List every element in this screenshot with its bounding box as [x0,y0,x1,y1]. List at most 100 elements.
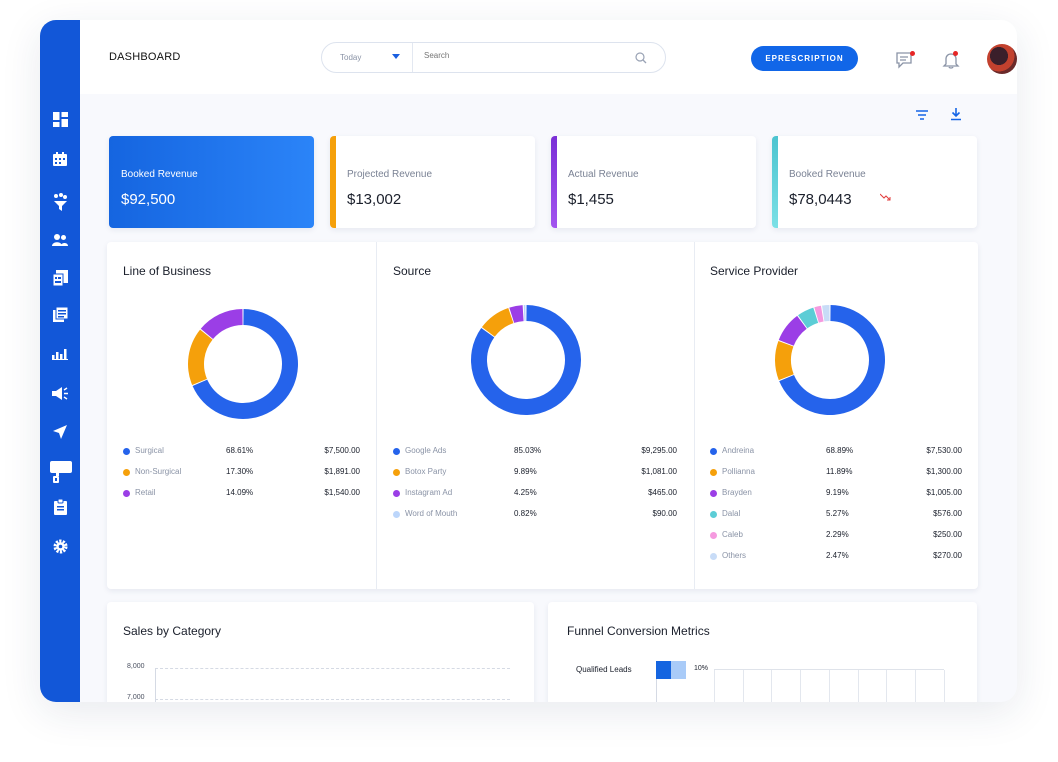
legend-dot [710,490,717,497]
chevron-down-icon[interactable] [392,54,400,59]
legend-dot [393,490,400,497]
legend-dot [710,448,717,455]
stat-card-actual-revenue[interactable]: Actual Revenue $1,455 [551,136,756,228]
legend-row: Non-Surgical 17.30% $1,891.00 [123,466,360,478]
legend-name: Instagram Ad [405,488,453,497]
donut-slice-dalal[interactable] [798,307,819,329]
legend-amount: $9,295.00 [641,446,677,455]
legend-amount: $1,300.00 [926,467,962,476]
legend-dot [123,469,130,476]
chat-icon[interactable] [50,461,72,483]
legend-percent: 2.29% [826,530,849,539]
records-icon[interactable] [51,305,69,323]
legend-row: Pollianna 11.89% $1,300.00 [710,466,962,478]
legend-percent: 5.27% [826,509,849,518]
filter-icon[interactable] [915,108,929,122]
legend-name: Word of Mouth [405,509,458,518]
line-of-business-donut-chart [188,309,298,419]
stat-value: $13,002 [347,191,402,208]
search-input[interactable] [424,51,624,60]
legend-percent: 17.30% [226,467,254,476]
navigation-icon[interactable] [51,423,69,441]
stat-card-projected-revenue[interactable]: Projected Revenue $13,002 [330,136,535,228]
sales-by-category-title: Sales by Category [123,624,222,638]
source-title: Source [393,264,432,278]
donut-slice-brayden[interactable] [778,315,807,346]
legend-dot [123,448,130,455]
legend-name: Brayden [722,488,752,497]
billing-icon[interactable] [51,269,69,287]
legend-name: Dalal [722,509,741,518]
announcement-icon[interactable] [51,384,69,402]
legend-amount: $250.00 [933,530,962,539]
eprescription-button[interactable]: EPRESCRIPTION [751,46,858,71]
legend-name: Surgical [135,446,164,455]
gridline [155,699,510,700]
legend-row: Retail 14.09% $1,540.00 [123,487,360,499]
funnel-bar[interactable] [656,661,686,679]
funnel-gridline [886,670,888,702]
sidebar [40,20,80,702]
service-provider-donut-chart [775,305,885,415]
legend-dot [710,553,717,560]
source-donut-chart [471,305,581,415]
legend-dot [710,511,717,518]
legend-name: Retail [135,488,156,497]
donut-slice-andreina[interactable] [779,305,885,415]
legend-dot [393,469,400,476]
funnel-gridline [857,670,859,702]
legend-name: Others [722,551,747,560]
legend-row: Word of Mouth 0.82% $90.00 [393,508,677,520]
bell-icon[interactable] [942,51,960,69]
donut-slice-others[interactable] [822,305,830,322]
donut-slice-caleb[interactable] [814,305,824,323]
funnel-icon[interactable] [51,193,69,211]
funnel-axis [656,679,657,702]
stat-card-booked-revenue-2[interactable]: Booked Revenue $78,0443 [772,136,977,228]
legend-percent: 85.03% [514,446,542,455]
donut-slice-botox-party[interactable] [481,307,514,337]
app-window: DASHBOARD Today EPRESCRIPTION Booked Re [40,20,1017,702]
legend-row: Google Ads 85.03% $9,295.00 [393,445,677,457]
legend-row: Andreina 68.89% $7,530.00 [710,445,962,457]
y-tick-label: 8,000 [127,663,145,670]
stat-card-booked-revenue[interactable]: Booked Revenue $92,500 [109,136,314,228]
calendar-icon[interactable] [51,150,69,168]
donut-slice-word-of-mouth[interactable] [523,305,526,322]
donut-slice-surgical[interactable] [192,309,298,419]
top-bar: DASHBOARD Today EPRESCRIPTION [80,20,1017,94]
donut-slice-non-surgical[interactable] [188,329,213,385]
search-icon[interactable] [635,52,647,64]
funnel-title: Funnel Conversion Metrics [567,624,710,638]
stat-accent-bar [551,136,557,228]
funnel-grid [714,669,945,702]
y-axis [155,668,156,702]
legend-name: Pollianna [722,467,755,476]
funnel-gridline [742,670,744,702]
legend-dot [123,490,130,497]
funnel-gridline [714,670,715,702]
period-select-value[interactable]: Today [340,53,362,62]
settings-icon[interactable] [51,537,69,555]
avatar[interactable] [987,44,1017,74]
legend-amount: $270.00 [933,551,962,560]
message-notification-dot [910,51,915,56]
legend-amount: $7,500.00 [324,446,360,455]
funnel-bar-secondary [671,661,686,679]
stat-accent-bar [772,136,778,228]
divider [412,43,413,72]
dashboard-icon[interactable] [51,110,69,128]
reports-icon[interactable] [51,345,69,363]
donut-slice-instagram-ad[interactable] [509,305,524,323]
legend-name: Non-Surgical [135,467,182,476]
legend-dot [710,532,717,539]
download-icon[interactable] [949,107,963,121]
donut-slice-pollianna[interactable] [775,340,794,381]
legend-percent: 68.61% [226,446,254,455]
donut-slice-retail[interactable] [200,309,243,340]
funnel-row-label: Qualified Leads [576,665,632,674]
legend-row: Brayden 9.19% $1,005.00 [710,487,962,499]
legend-row: Others 2.47% $270.00 [710,550,962,562]
users-icon[interactable] [51,231,69,249]
clipboard-icon[interactable] [51,498,69,516]
